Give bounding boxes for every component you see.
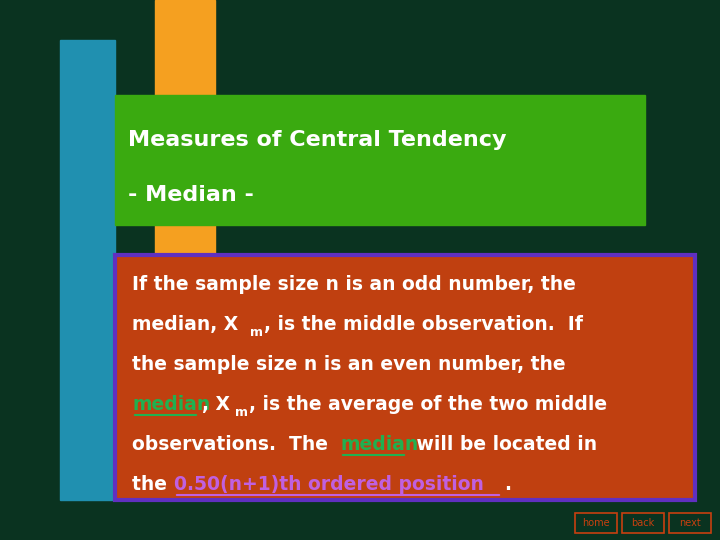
- Text: 0.50(n+1)th ordered position: 0.50(n+1)th ordered position: [174, 475, 484, 494]
- Text: .: .: [504, 475, 511, 494]
- Text: home: home: [582, 518, 610, 528]
- Text: median, X: median, X: [132, 315, 238, 334]
- FancyBboxPatch shape: [575, 513, 617, 533]
- FancyBboxPatch shape: [115, 255, 695, 500]
- FancyBboxPatch shape: [669, 513, 711, 533]
- Text: Measures of Central Tendency: Measures of Central Tendency: [128, 130, 506, 150]
- Text: , is the middle observation.  If: , is the middle observation. If: [264, 315, 583, 334]
- Bar: [60, 40, 115, 500]
- Text: the sample size n is an even number, the: the sample size n is an even number, the: [132, 355, 566, 374]
- Text: median: median: [340, 435, 418, 454]
- Text: , is the average of the two middle: , is the average of the two middle: [249, 395, 607, 414]
- Text: m: m: [250, 326, 263, 339]
- Bar: [115, 95, 645, 225]
- Text: the: the: [132, 475, 180, 494]
- Text: observations.  The: observations. The: [132, 435, 335, 454]
- FancyBboxPatch shape: [622, 513, 664, 533]
- Text: m: m: [235, 406, 248, 419]
- Text: - Median -: - Median -: [128, 185, 254, 205]
- Text: median: median: [132, 395, 210, 414]
- Text: back: back: [631, 518, 654, 528]
- Text: will be located in: will be located in: [410, 435, 597, 454]
- Bar: [155, 0, 215, 430]
- Text: next: next: [679, 518, 701, 528]
- Text: If the sample size n is an odd number, the: If the sample size n is an odd number, t…: [132, 275, 576, 294]
- Text: , X: , X: [202, 395, 230, 414]
